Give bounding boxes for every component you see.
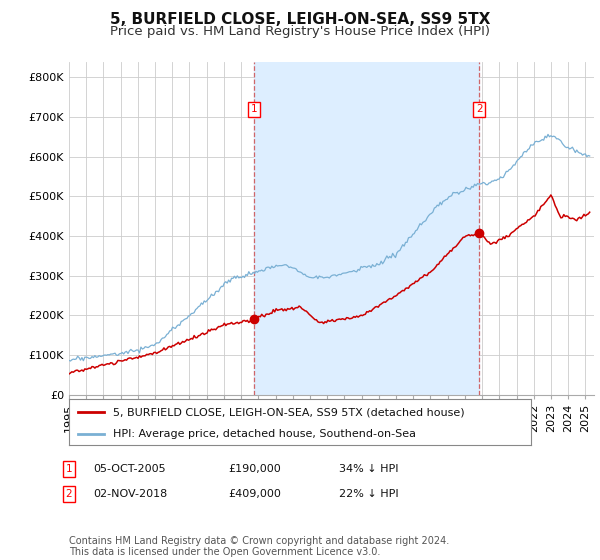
Text: 1: 1 xyxy=(251,104,257,114)
Text: 2: 2 xyxy=(65,489,73,499)
Text: 5, BURFIELD CLOSE, LEIGH-ON-SEA, SS9 5TX: 5, BURFIELD CLOSE, LEIGH-ON-SEA, SS9 5TX xyxy=(110,12,490,27)
Text: 02-NOV-2018: 02-NOV-2018 xyxy=(93,489,167,499)
Text: 22% ↓ HPI: 22% ↓ HPI xyxy=(339,489,398,499)
Text: 34% ↓ HPI: 34% ↓ HPI xyxy=(339,464,398,474)
Text: 05-OCT-2005: 05-OCT-2005 xyxy=(93,464,166,474)
Text: Price paid vs. HM Land Registry's House Price Index (HPI): Price paid vs. HM Land Registry's House … xyxy=(110,25,490,38)
Text: HPI: Average price, detached house, Southend-on-Sea: HPI: Average price, detached house, Sout… xyxy=(113,429,416,438)
Text: 1: 1 xyxy=(65,464,73,474)
Text: £409,000: £409,000 xyxy=(228,489,281,499)
Text: £190,000: £190,000 xyxy=(228,464,281,474)
Text: 2: 2 xyxy=(476,104,482,114)
Text: Contains HM Land Registry data © Crown copyright and database right 2024.
This d: Contains HM Land Registry data © Crown c… xyxy=(69,535,449,557)
Bar xyxy=(254,62,479,395)
Text: 5, BURFIELD CLOSE, LEIGH-ON-SEA, SS9 5TX (detached house): 5, BURFIELD CLOSE, LEIGH-ON-SEA, SS9 5TX… xyxy=(113,407,464,417)
